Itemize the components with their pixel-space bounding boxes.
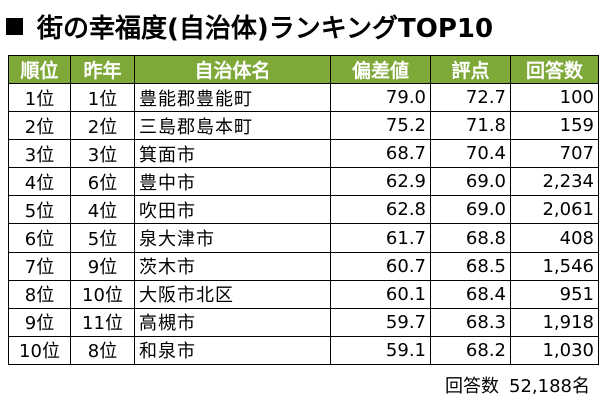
responses-cell: 159 [510,111,599,141]
table-row: 10位 8位 和泉市 59.1 68.2 1,030 [8,335,599,366]
municipality-cell: 豊能郡豊能町 [134,82,331,113]
rank-cell: 3位 [8,139,71,169]
deviation-cell: 68.7 [330,139,431,169]
column-header-deviation: 偏差値 [330,55,431,84]
deviation-cell: 59.7 [330,307,431,337]
responses-cell: 951 [510,279,599,309]
column-header-score: 評点 [430,55,511,84]
score-cell: 72.7 [430,82,511,113]
score-cell: 69.0 [430,195,511,225]
last-year-cell: 9位 [70,251,135,281]
square-bullet-icon [6,17,23,35]
score-cell: 68.2 [430,335,511,366]
municipality-cell: 高槻市 [134,307,331,337]
table-row: 9位 11位 高槻市 59.7 68.3 1,918 [8,307,599,337]
total-responses-value: 52,188名 [509,376,590,397]
table-row: 7位 9位 茨木市 60.7 68.5 1,546 [8,251,599,281]
rank-cell: 9位 [8,307,71,337]
last-year-cell: 1位 [70,82,135,113]
municipality-cell: 豊中市 [134,167,331,197]
municipality-cell: 箕面市 [134,139,331,169]
total-responses-note: 回答数 52,188名 [445,372,590,398]
deviation-cell: 60.1 [330,279,431,309]
responses-cell: 100 [510,82,599,113]
score-cell: 70.4 [430,139,511,169]
table-body: 1位 1位 豊能郡豊能町 79.0 72.7 100 2位 2位 三島郡島本町 75.2 71.8 1… [8,82,599,366]
last-year-cell: 11位 [70,307,135,337]
title-text: 街の幸福度(自治体)ランキングTOP10 [37,13,494,44]
last-year-cell: 2位 [70,111,135,141]
responses-cell: 1,030 [510,335,599,366]
rank-cell: 5位 [8,195,71,225]
deviation-cell: 60.7 [330,251,431,281]
last-year-cell: 8位 [70,335,135,366]
responses-cell: 408 [510,223,599,253]
deviation-cell: 75.2 [330,111,431,141]
last-year-cell: 3位 [70,139,135,169]
score-cell: 68.4 [430,279,511,309]
responses-cell: 2,061 [510,195,599,225]
table-row: 5位 4位 吹田市 62.8 69.0 2,061 [8,195,599,225]
responses-cell: 707 [510,139,599,169]
responses-cell: 2,234 [510,167,599,197]
municipality-cell: 大阪市北区 [134,279,331,309]
municipality-cell: 吹田市 [134,195,331,225]
table-row: 4位 6位 豊中市 62.9 69.0 2,234 [8,167,599,197]
column-header-last-year: 昨年 [70,55,135,84]
score-cell: 68.8 [430,223,511,253]
table-header-row: 順位 昨年 自治体名 偏差値 評点 回答数 [8,55,599,84]
rank-cell: 7位 [8,251,71,281]
rank-cell: 10位 [8,335,71,366]
last-year-cell: 6位 [70,167,135,197]
rank-cell: 6位 [8,223,71,253]
column-header-rank: 順位 [8,55,71,84]
table-row: 8位 10位 大阪市北区 60.1 68.4 951 [8,279,599,309]
municipality-cell: 茨木市 [134,251,331,281]
column-header-responses: 回答数 [510,55,599,84]
responses-cell: 1,546 [510,251,599,281]
deviation-cell: 62.9 [330,167,431,197]
deviation-cell: 59.1 [330,335,431,366]
deviation-cell: 62.8 [330,195,431,225]
page-title: 街の幸福度(自治体)ランキングTOP10 [6,4,493,48]
table-row: 6位 5位 泉大津市 61.7 68.8 408 [8,223,599,253]
score-cell: 69.0 [430,167,511,197]
last-year-cell: 5位 [70,223,135,253]
rank-cell: 4位 [8,167,71,197]
table-row: 1位 1位 豊能郡豊能町 79.0 72.7 100 [8,82,599,113]
rank-cell: 2位 [8,111,71,141]
table-row: 2位 2位 三島郡島本町 75.2 71.8 159 [8,111,599,141]
last-year-cell: 4位 [70,195,135,225]
last-year-cell: 10位 [70,279,135,309]
column-header-municipality: 自治体名 [134,55,331,84]
deviation-cell: 79.0 [330,82,431,113]
table-row: 3位 3位 箕面市 68.7 70.4 707 [8,139,599,169]
municipality-cell: 三島郡島本町 [134,111,331,141]
score-cell: 68.3 [430,307,511,337]
municipality-cell: 和泉市 [134,335,331,366]
total-responses-label: 回答数 [445,376,500,397]
responses-cell: 1,918 [510,307,599,337]
score-cell: 71.8 [430,111,511,141]
deviation-cell: 61.7 [330,223,431,253]
rank-cell: 8位 [8,279,71,309]
score-cell: 68.5 [430,251,511,281]
municipality-cell: 泉大津市 [134,223,331,253]
rank-cell: 1位 [8,82,71,113]
ranking-table: 順位 昨年 自治体名 偏差値 評点 回答数 1位 1位 豊能郡豊能町 79.0 72.7… [8,55,599,366]
